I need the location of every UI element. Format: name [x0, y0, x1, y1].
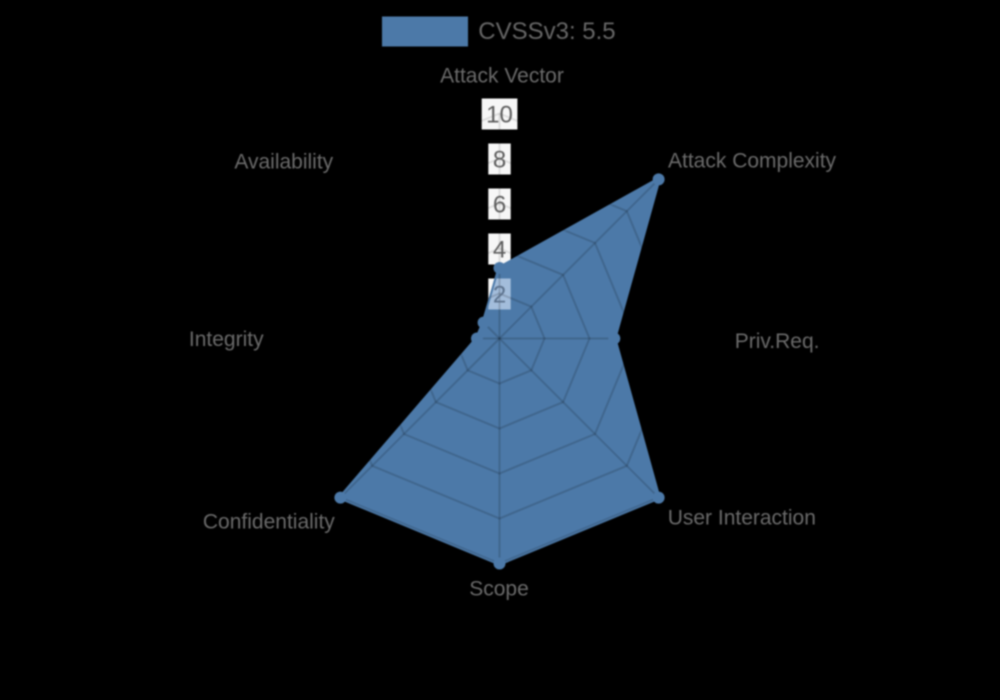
svg-text:6: 6 — [493, 191, 506, 218]
svg-text:2: 2 — [493, 281, 506, 308]
svg-text:Attack Vector: Attack Vector — [440, 64, 564, 87]
svg-text:4: 4 — [493, 236, 506, 263]
svg-text:10: 10 — [486, 101, 513, 128]
svg-text:Integrity: Integrity — [189, 328, 264, 351]
svg-text:User Interaction: User Interaction — [668, 507, 816, 530]
svg-text:Availability: Availability — [234, 151, 333, 174]
svg-text:Attack Complexity: Attack Complexity — [668, 149, 837, 172]
svg-text:8: 8 — [493, 146, 506, 173]
svg-text:Priv.Req.: Priv.Req. — [735, 330, 820, 353]
svg-text:CVSSv3: 5.5: CVSSv3: 5.5 — [478, 18, 615, 45]
svg-text:Scope: Scope — [469, 577, 529, 600]
svg-text:Confidentiality: Confidentiality — [203, 510, 335, 533]
